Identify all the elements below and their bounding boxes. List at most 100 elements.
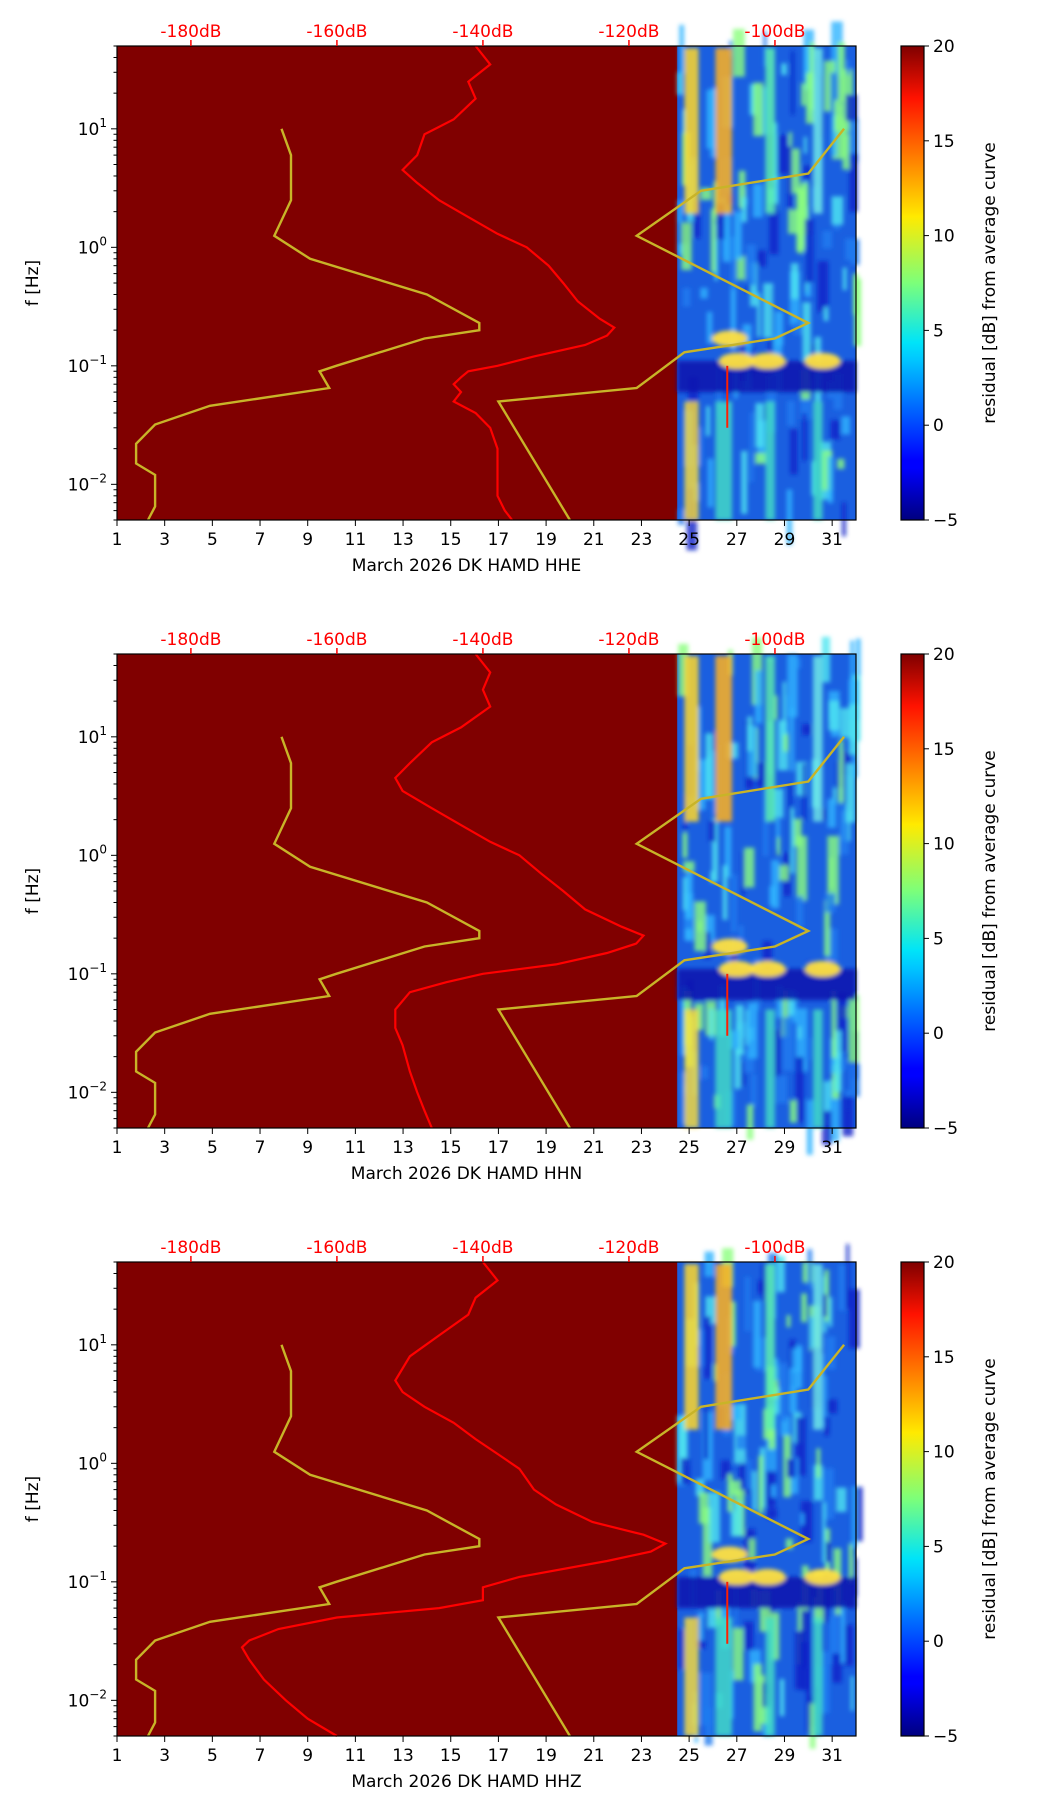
spectrogram-patch — [786, 400, 796, 426]
spectrogram-patch — [779, 1362, 788, 1422]
spectrogram-patch — [710, 208, 716, 273]
spectrogram-patch — [722, 195, 731, 263]
spectrogram-patch — [706, 311, 713, 344]
y-tick-label: 10−2 — [68, 1079, 107, 1103]
spectrogram-patch — [842, 1096, 854, 1137]
spectrogram-patch — [739, 1458, 750, 1495]
spectrogram-column — [715, 401, 733, 520]
x-tick-label: 31 — [821, 530, 843, 550]
spectrogram-patch — [697, 920, 702, 932]
spectrogram-patch — [696, 706, 702, 772]
spectrogram-patch — [767, 1508, 778, 1519]
spectrogram-patch — [694, 1003, 704, 1031]
spectrogram-patch — [831, 21, 843, 78]
spectrogram-patch — [776, 837, 781, 856]
spectrogram-patch — [802, 302, 811, 371]
spectrogram-patch — [707, 458, 714, 508]
spectrogram-patch — [823, 1081, 831, 1126]
spectrogram-patch — [763, 406, 767, 419]
spectrogram-patch — [752, 1470, 757, 1511]
spectrogram-patch — [735, 1004, 744, 1055]
y-tick-label: 101 — [78, 116, 107, 140]
spectrogram-patch — [680, 1072, 687, 1124]
spectrogram-patch — [716, 203, 725, 240]
spectrogram-patch — [734, 1403, 746, 1464]
spectrogram-patch — [790, 428, 798, 475]
spectrogram-column — [684, 1617, 699, 1736]
spectrogram-patch — [830, 420, 841, 440]
spectrogram-patch — [828, 700, 840, 731]
spectrogram-patch — [848, 1289, 860, 1349]
spectrogram-patch — [731, 874, 737, 933]
x-tick-label: 21 — [583, 1746, 605, 1766]
spectrogram-patch — [793, 818, 802, 847]
spectrogram-patch — [729, 1301, 736, 1347]
spectrogram-patch — [801, 1610, 812, 1669]
average-psd-curve — [401, 45, 617, 521]
spectrogram-patch — [831, 112, 837, 157]
spectrogram-patch — [759, 1590, 771, 1632]
spectrogram-patch — [762, 787, 769, 857]
spectrogram-column — [813, 48, 823, 214]
spectrogram-patch — [809, 1316, 816, 1349]
x-tick-label: 11 — [345, 530, 367, 550]
spectrogram-patch — [720, 1460, 731, 1480]
spectrogram-patch — [757, 762, 766, 789]
spectrogram-patch — [791, 50, 795, 115]
spectrogram-patch — [826, 928, 838, 961]
y-tick-label: 100 — [78, 234, 107, 258]
spectrogram-column — [813, 1617, 823, 1736]
spectrogram-patch — [698, 1492, 709, 1524]
spectrogram-patch — [801, 1293, 807, 1323]
spectrogram-patch — [757, 250, 767, 267]
spectrogram-patch — [755, 452, 766, 465]
x-tick-label: 13 — [392, 1746, 414, 1766]
spectrogram-patch — [786, 489, 793, 546]
spectrogram-patch — [795, 1008, 808, 1072]
x-tick-label: 17 — [488, 1746, 510, 1766]
spectrogram-patch — [730, 1502, 742, 1537]
x-tick-label: 1 — [112, 1746, 123, 1766]
spectrogram-patch — [714, 224, 719, 281]
spectrogram-patch — [788, 990, 794, 1016]
spectrogram-patch — [744, 847, 755, 888]
spectrogram-patch — [836, 761, 840, 803]
spectrogram-column — [715, 656, 733, 822]
spectrogram-patch — [708, 820, 716, 842]
spectrogram-patch — [837, 458, 845, 469]
x-tick-label: 23 — [631, 530, 653, 550]
spectrogram-patch — [798, 187, 803, 254]
spectrogram-patch — [796, 835, 808, 901]
spectrogram-patch — [679, 1417, 688, 1466]
x-tick-label: 11 — [345, 1746, 367, 1766]
spectrogram-column — [813, 1264, 823, 1430]
spectrogram-patch — [848, 703, 858, 755]
x-tick-label: 19 — [535, 530, 557, 550]
spectrogram-patch — [776, 1075, 788, 1104]
spectrogram-patch — [796, 761, 807, 796]
spectrogram-patch — [680, 1458, 690, 1485]
spectrogram-patch — [741, 450, 748, 514]
colorbar-tick-label: 10 — [933, 227, 955, 247]
spectrogram-patch — [746, 1104, 754, 1140]
spectrogram-patch — [696, 759, 706, 811]
spectrogram-patch — [777, 720, 789, 771]
spectrogram-patch — [768, 1429, 776, 1450]
x-tick-label: 11 — [345, 1138, 367, 1158]
spectrogram-patch — [682, 288, 691, 307]
spectrogram-patch — [781, 990, 789, 1037]
spectrogram-patch — [840, 707, 850, 738]
low-noise-model-curve — [134, 128, 481, 521]
spectrogram-patch — [732, 28, 745, 77]
spectrogram-patch — [757, 1280, 769, 1294]
spectrogram-patch — [790, 807, 795, 874]
spectrogram-microseism — [718, 1568, 755, 1585]
colorbar-tick-label: 15 — [933, 1348, 955, 1368]
spectrogram-patch — [799, 1641, 809, 1691]
spectrogram-patch — [855, 638, 861, 676]
spectrogram-patch — [822, 1502, 826, 1563]
spectrogram-patch — [747, 1002, 758, 1059]
spectrogram-texture — [677, 21, 862, 551]
spectrogram-patch — [821, 1294, 827, 1317]
spectrogram-patch — [707, 1608, 717, 1628]
